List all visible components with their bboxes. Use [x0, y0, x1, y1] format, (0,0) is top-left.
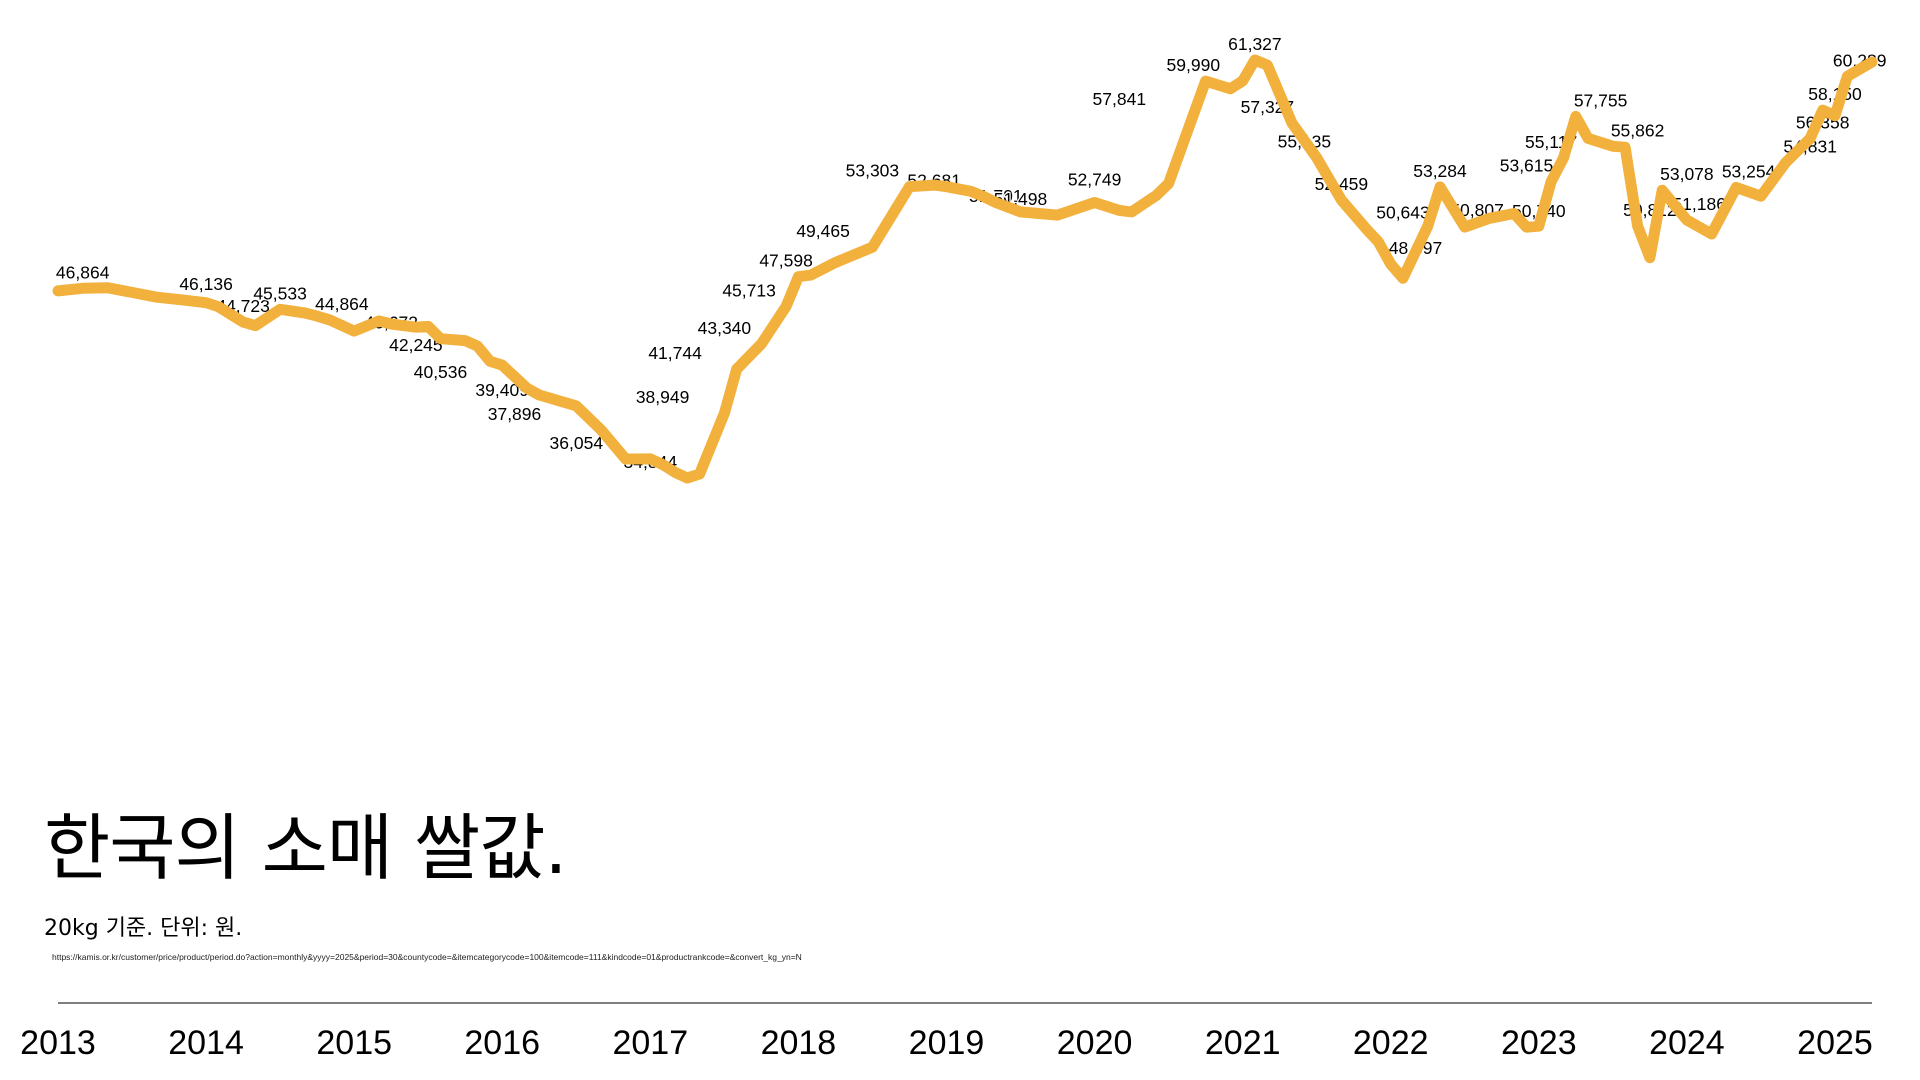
x-axis-ticks: 2013 2014 2015 2016 2017 2018 2019 2020 2021 2022…	[20, 1024, 1873, 1062]
data-label: 53,303	[846, 161, 900, 181]
data-label: 43,340	[698, 318, 752, 338]
data-label: 41,744	[648, 343, 702, 363]
source-url: https://kamis.or.kr/customer/price/produ…	[52, 952, 802, 962]
data-label: 46,864	[56, 262, 110, 282]
rice-price-line	[52, 54, 1878, 484]
data-label: 50,643	[1376, 203, 1430, 223]
data-label: 61,327	[1228, 34, 1282, 54]
x-tick-label: 2018	[761, 1024, 837, 1062]
data-label: 59,990	[1167, 55, 1221, 75]
data-label: 53,078	[1660, 164, 1714, 184]
data-label: 36,054	[550, 433, 604, 453]
x-tick-label: 2023	[1501, 1024, 1577, 1062]
data-label: 53,615	[1500, 156, 1554, 176]
data-label: 45,713	[722, 280, 776, 300]
data-label: 57,755	[1574, 90, 1628, 110]
x-tick-label: 2016	[464, 1024, 540, 1062]
x-tick-label: 2020	[1057, 1024, 1133, 1062]
data-label: 57,841	[1093, 89, 1147, 109]
data-label: 45,533	[253, 283, 307, 303]
x-tick-label: 2024	[1649, 1024, 1725, 1062]
x-tick-label: 2013	[20, 1024, 96, 1062]
x-tick-label: 2021	[1205, 1024, 1281, 1062]
data-label: 55,862	[1611, 120, 1665, 140]
data-label: 47,598	[759, 251, 813, 271]
x-tick-label: 2017	[612, 1024, 688, 1062]
chart-subtitle: 20kg 기준. 단위: 원.	[44, 916, 243, 941]
data-label: 46,136	[179, 274, 233, 294]
data-label: 37,896	[488, 404, 542, 424]
x-tick-label: 2022	[1353, 1024, 1429, 1062]
data-label: 42,245	[389, 335, 443, 355]
data-label: 44,864	[315, 294, 369, 314]
data-label: 53,254	[1722, 161, 1776, 181]
data-label: 38,949	[636, 387, 690, 407]
data-label: 49,465	[796, 221, 850, 241]
x-tick-label: 2019	[909, 1024, 985, 1062]
x-tick-label: 2015	[316, 1024, 392, 1062]
x-tick-label: 2025	[1797, 1024, 1873, 1062]
x-tick-label: 2014	[168, 1024, 244, 1062]
data-labels: 46,86446,13644,72345,53344,86443,67242,2…	[55, 33, 1888, 474]
data-label: 40,536	[414, 362, 468, 382]
data-label: 52,749	[1068, 169, 1122, 189]
data-label: 53,284	[1413, 161, 1467, 181]
chart-title: 한국의 소매 쌀값.	[44, 806, 567, 890]
